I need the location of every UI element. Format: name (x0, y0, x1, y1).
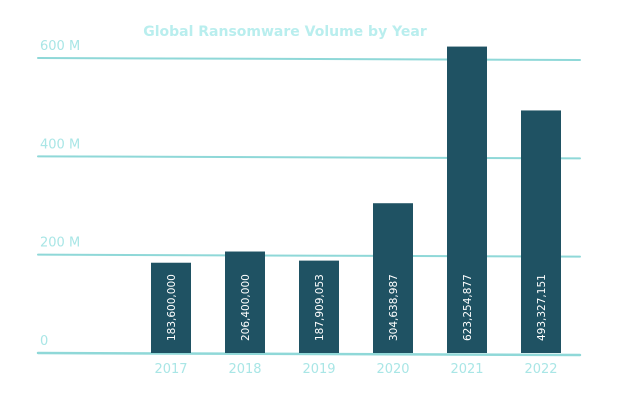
x-tick-label-2020: 2020 (376, 362, 409, 377)
bar-2022 (521, 110, 561, 354)
y-tick-label: 600 M (40, 39, 80, 54)
gridlines (36, 57, 582, 357)
y-tick-label: 400 M (40, 137, 80, 152)
value-label-2020: 304,638,987 (388, 274, 400, 341)
value-label-2019: 187,909,053 (314, 274, 326, 341)
value-label-2018: 206,400,000 (240, 274, 252, 341)
value-label-2017: 183,600,000 (166, 274, 178, 341)
y-tick-label: 0 (40, 334, 48, 349)
gridline-0 (36, 351, 582, 357)
bar-2020 (373, 203, 413, 353)
x-tick-label-2022: 2022 (524, 362, 557, 377)
x-tick-label-2017: 2017 (154, 362, 187, 377)
value-label-2021: 623,254,877 (462, 274, 474, 341)
value-label-2022: 493,327,151 (536, 274, 548, 341)
chart-title: Global Ransomware Volume by Year (143, 24, 427, 40)
bar-2017 (151, 262, 191, 353)
y-axis-ticks: 0 200 M 400 M 600 M (40, 39, 80, 349)
bar-2021 (447, 46, 487, 354)
x-axis-ticks: 2017 2018 2019 2020 2021 2022 (154, 362, 557, 377)
gridline-3 (37, 57, 581, 61)
gridline-1 (37, 253, 581, 258)
value-labels: 183,600,000 206,400,000 187,909,053 304,638… (166, 274, 548, 341)
gridline-2 (37, 155, 581, 160)
y-tick-label: 200 M (40, 236, 80, 251)
bar-2018 (225, 251, 265, 353)
x-tick-label-2018: 2018 (228, 362, 261, 377)
bars (151, 46, 561, 354)
x-tick-label-2021: 2021 (450, 362, 483, 377)
x-tick-label-2019: 2019 (302, 362, 335, 377)
bar-2019 (299, 260, 339, 353)
